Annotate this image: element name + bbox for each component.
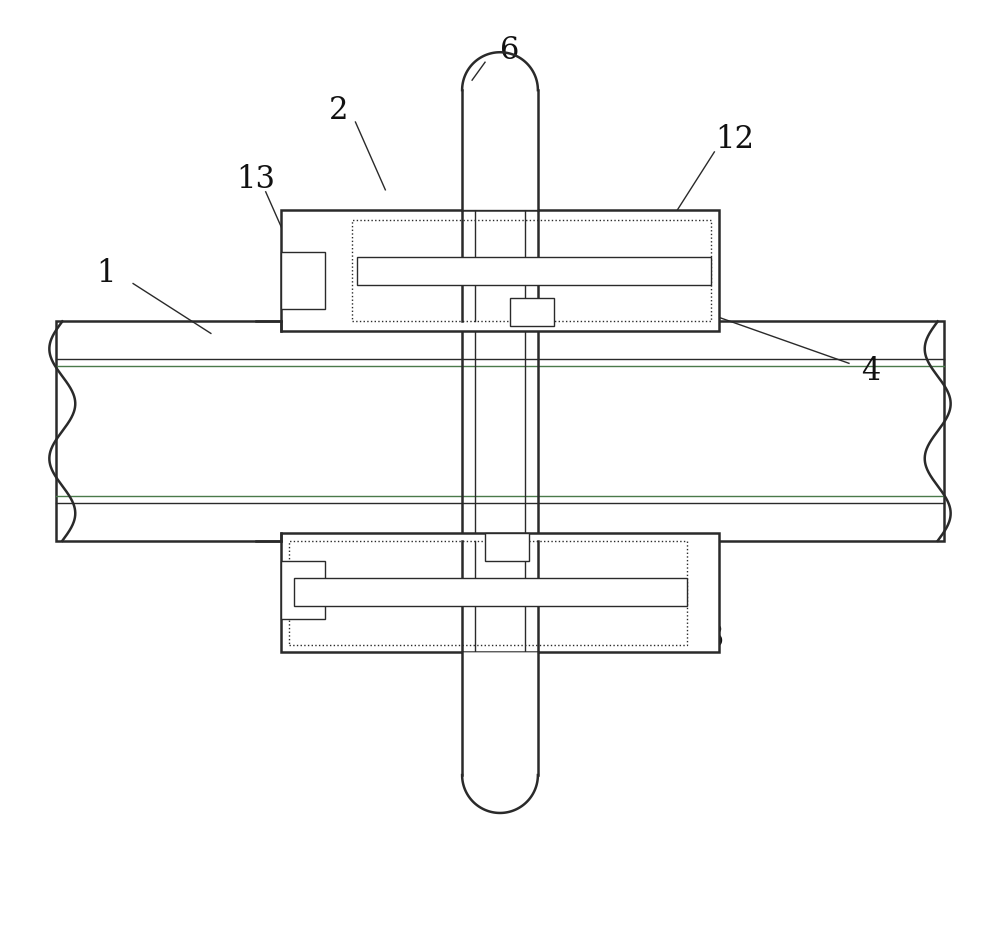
Text: 2: 2 xyxy=(329,95,348,126)
Bar xyxy=(357,257,711,285)
Bar xyxy=(289,541,687,645)
FancyBboxPatch shape xyxy=(462,653,538,776)
Text: 13: 13 xyxy=(236,165,275,196)
Bar xyxy=(56,321,944,541)
Bar xyxy=(281,209,719,331)
FancyBboxPatch shape xyxy=(462,90,538,209)
Text: 6: 6 xyxy=(500,34,520,66)
Text: 1: 1 xyxy=(96,258,116,289)
Text: 12: 12 xyxy=(715,125,754,155)
Text: 4: 4 xyxy=(861,356,881,386)
Bar xyxy=(281,560,325,618)
Bar xyxy=(352,220,711,321)
Bar xyxy=(294,577,687,605)
Bar xyxy=(281,251,325,309)
Bar xyxy=(281,533,719,653)
Bar xyxy=(510,299,554,327)
Text: 3: 3 xyxy=(705,623,724,654)
Bar xyxy=(485,533,529,560)
